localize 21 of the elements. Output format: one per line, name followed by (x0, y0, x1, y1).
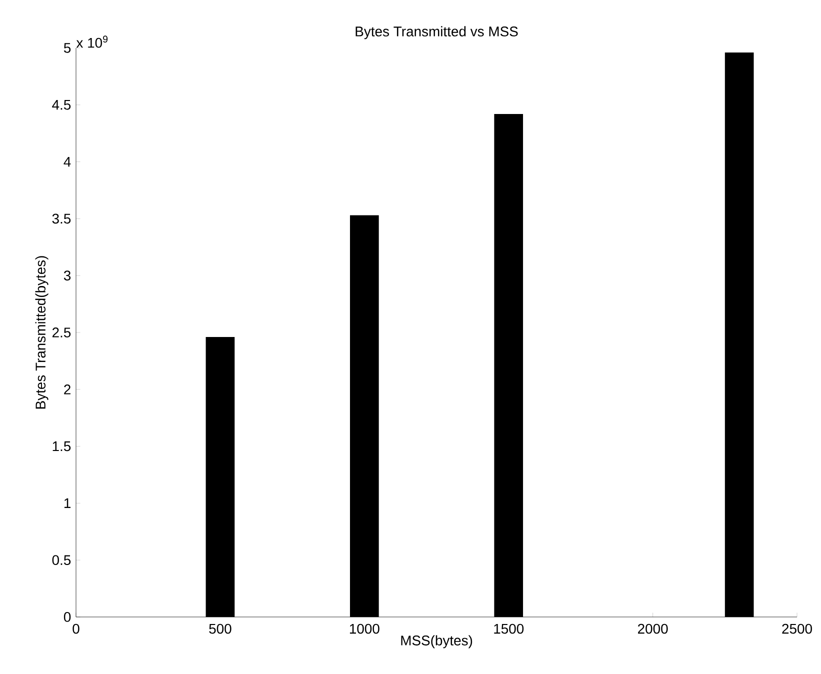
y-tick-label: 3.5 (52, 214, 71, 224)
y-tick-label: 0.5 (52, 555, 71, 566)
x-tick-label: 1500 (494, 624, 524, 634)
y-tick-label: 2 (64, 384, 70, 394)
chart-title: Bytes Transmitted vs MSS (356, 26, 518, 40)
y-tick-label: 1 (64, 498, 70, 508)
x-tick-label: 2500 (782, 624, 812, 634)
y-tick-label: 4.5 (52, 100, 71, 110)
y-tick-label: 2.5 (52, 328, 71, 338)
y-tick-label: 3 (64, 270, 71, 281)
y-tick-label: 0 (64, 612, 71, 622)
x-tick-label: 2000 (638, 624, 668, 634)
x-tick-label: 1000 (350, 624, 380, 634)
x-tick-label: 500 (209, 624, 232, 634)
y-tick-label: 4 (64, 156, 71, 167)
y-tick-label: 1.5 (52, 441, 71, 452)
y-axis-title: Bytes Transmitted(bytes) (35, 256, 48, 409)
x-tick-label: 0 (72, 624, 80, 634)
text: x 10$^{9}$ (76, 36, 108, 48)
x-axis-title: MSS(bytes) (401, 635, 472, 648)
y-tick-label: 5 (64, 43, 71, 53)
